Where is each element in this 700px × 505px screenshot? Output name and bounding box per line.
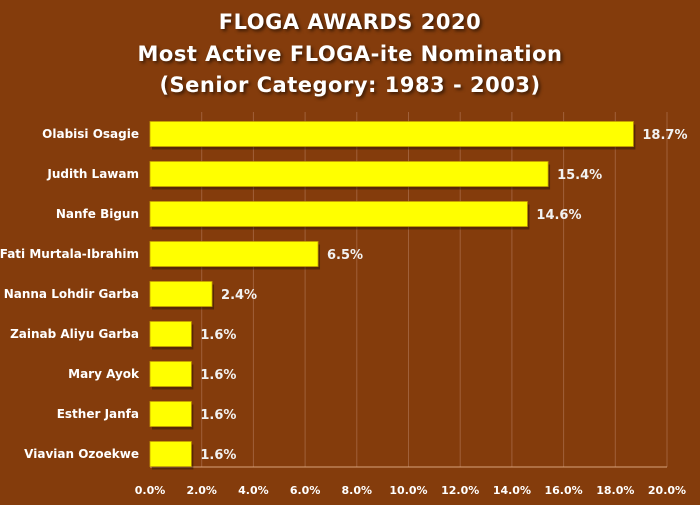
chart-title-line-1: FLOGA AWARDS 2020 [218,10,482,34]
category-label: Esther Janfa [57,407,139,421]
x-tick-label: 6.0% [290,484,321,497]
bar [149,241,319,267]
x-tick-label: 20.0% [648,484,686,497]
bar [149,201,528,227]
data-label: 1.6% [200,408,236,423]
category-label: Olabisi Osagie [42,127,139,141]
data-label: 2.4% [221,288,257,303]
category-label: Judith Lawam [46,167,139,181]
category-label: Zainab Aliyu Garba [10,327,139,341]
bar [149,401,192,427]
x-tick-label: 18.0% [596,484,634,497]
x-tick-label: 0.0% [135,484,166,497]
data-label: 15.4% [557,168,602,183]
bar [149,361,192,387]
x-tick-label: 2.0% [186,484,217,497]
x-tick-label: 4.0% [238,484,269,497]
x-tick-label: 8.0% [342,484,373,497]
category-label: Nanfe Bigun [56,207,139,221]
category-label: Viavian Ozoekwe [24,447,139,461]
data-label: 1.6% [200,328,236,343]
category-label: Mary Ayok [68,367,140,381]
x-tick-label: 14.0% [493,484,531,497]
data-label: 14.6% [536,208,581,223]
bar [149,321,192,347]
data-label: 18.7% [642,128,687,143]
bar [149,281,213,307]
bar [149,121,634,147]
category-label: Nanna Lohdir Garba [4,287,139,301]
data-label: 1.6% [200,448,236,463]
category-label: Fati Murtala-Ibrahim [0,247,139,261]
bar [149,161,549,187]
data-label: 6.5% [327,248,363,263]
x-tick-label: 16.0% [545,484,583,497]
data-label: 1.6% [200,368,236,383]
bar [149,441,192,467]
x-tick-label: 10.0% [389,484,427,497]
chart-title-line-3: (Senior Category: 1983 - 2003) [159,73,541,97]
chart-title-line-2: Most Active FLOGA-ite Nomination [137,42,563,66]
x-tick-label: 12.0% [441,484,479,497]
